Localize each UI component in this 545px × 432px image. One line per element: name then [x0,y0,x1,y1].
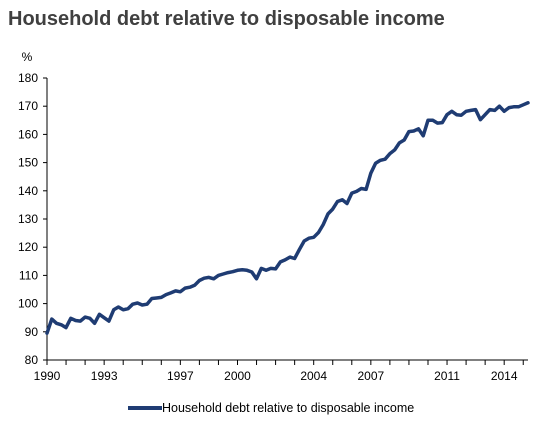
x-tick-label: 1997 [167,369,194,383]
x-tick-label: 2014 [491,369,518,383]
y-tick-label: 100 [18,297,38,311]
chart-ticks: 80 90 100 110 120 130 140 150 160 170 180 1990 1993 1… [18,71,524,383]
chart-legend: Household debt relative to disposable in… [128,401,414,415]
series-line [45,101,530,335]
y-tick-label: 120 [18,240,38,254]
y-tick-label: 160 [18,127,38,141]
y-tick-label: 90 [25,325,39,339]
x-tick-label: 2004 [300,369,327,383]
y-tick-label: 180 [18,71,38,85]
x-tick-label: 2007 [357,369,384,383]
y-axis-unit-label: % [22,50,33,64]
y-tick-label: 130 [18,212,38,226]
x-tick-label: 2000 [224,369,251,383]
legend-label: Household debt relative to disposable in… [162,401,415,415]
y-tick-label: 80 [25,353,39,367]
x-tick-label: 1990 [34,369,61,383]
x-tick-label: 1993 [91,369,118,383]
y-tick-label: 110 [19,268,38,282]
y-tick-label: 170 [18,99,38,113]
chart-axes [46,78,528,361]
y-tick-label: 140 [18,184,38,198]
x-tick-label: 2011 [434,369,460,383]
legend-swatch [128,406,162,410]
chart-series [45,101,530,335]
chart-title: Household debt relative to disposable in… [8,8,445,30]
y-tick-label: 150 [18,156,38,170]
